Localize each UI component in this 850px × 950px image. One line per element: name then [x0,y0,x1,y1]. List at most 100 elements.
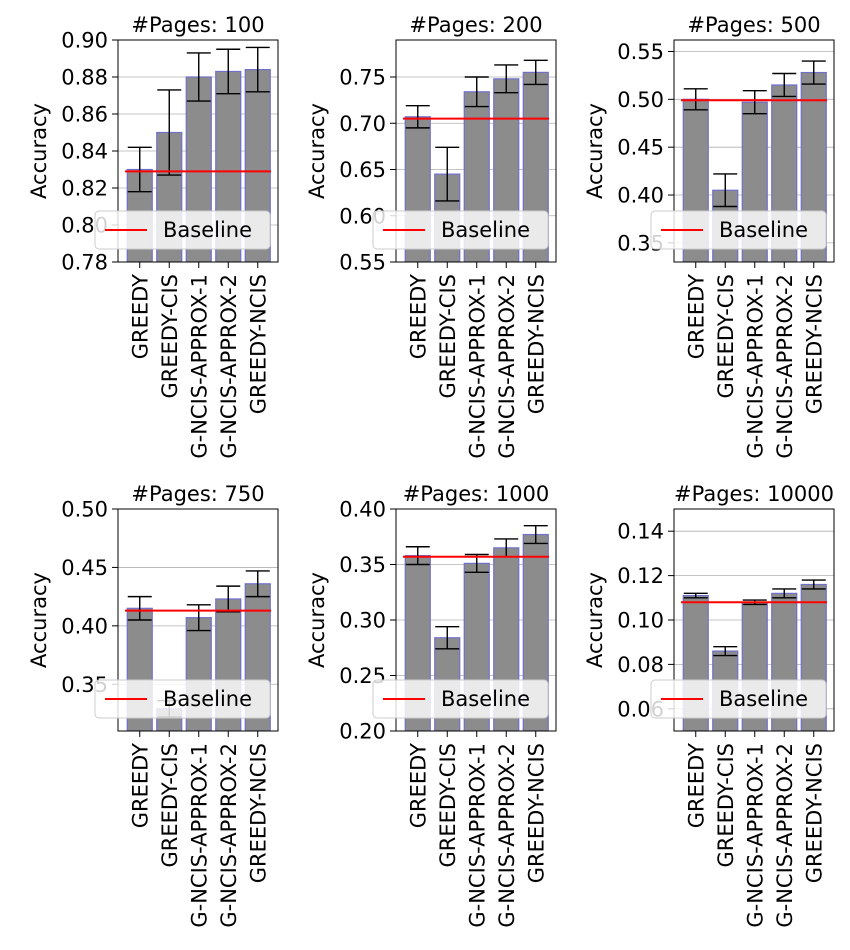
chart-title: #Pages: 1000 [403,482,550,506]
error-bar [186,52,211,102]
error-bar [216,48,241,95]
x-tick-label: G-NCIS-APPROX-2 [773,743,797,928]
axes-frame [395,39,557,263]
legend-label: Baseline [719,687,808,711]
axes-frame [117,508,279,732]
x-tick-label: GREEDY-NCIS [246,274,270,414]
y-tick-label: 0.75 [339,66,386,90]
x-tick-label: GREEDY-CIS [158,274,182,399]
x-tick-label: GREEDY-NCIS [524,743,548,883]
y-tick-label: 0.86 [61,103,108,127]
error-bar [216,585,241,613]
error-bar [245,46,270,93]
y-tick-label: 0.20 [339,720,386,744]
y-tick-label: 0.55 [617,40,664,64]
y-tick-label: 0.40 [61,614,108,638]
x-tick-label: GREEDY [406,743,430,828]
error-bar [713,645,738,657]
x-tick-label: GREEDY-NCIS [246,743,270,883]
y-axis-label: Accuracy [583,103,607,199]
legend-label: Baseline [163,218,252,242]
legend: Baseline [372,679,549,719]
y-tick-label: 0.40 [339,498,386,522]
error-bar [127,595,152,621]
error-bar [127,146,152,193]
x-tick-label: GREEDY-CIS [714,274,738,399]
error-bar [801,60,826,85]
error-bar [523,524,548,545]
y-tick-label: 0.45 [617,136,664,160]
x-tick-label: G-NCIS-APPROX-2 [217,274,241,459]
chart-title: #Pages: 100 [131,13,264,37]
error-bar [435,146,460,202]
y-axis-label: Accuracy [583,572,607,668]
chart-title: #Pages: 750 [131,482,264,506]
x-tick-label: GREEDY [128,743,152,828]
x-tick-label: GREEDY-NCIS [802,274,826,414]
y-tick-label: 0.70 [339,112,386,136]
legend: Baseline [650,679,827,719]
chart-title: #Pages: 10000 [674,482,834,506]
y-axis-label: Accuracy [305,572,329,668]
error-bar [186,604,211,632]
y-tick-label: 0.14 [617,520,664,544]
y-tick-label: 0.50 [617,88,664,112]
y-tick-label: 0.35 [339,553,386,577]
y-axis-label: Accuracy [27,103,51,199]
x-tick-label: GREEDY-CIS [158,743,182,868]
legend: Baseline [94,210,271,250]
x-tick-label: G-NCIS-APPROX-1 [743,743,767,928]
legend: Baseline [94,679,271,719]
y-tick-label: 0.40 [617,184,664,208]
y-tick-label: 0.08 [617,653,664,677]
error-bar [405,546,430,566]
x-tick-label: G-NCIS-APPROX-2 [217,743,241,928]
error-bar [523,59,548,86]
x-tick-label: G-NCIS-APPROX-1 [187,743,211,928]
x-tick-label: GREEDY-NCIS [802,743,826,883]
x-tick-label: G-NCIS-APPROX-2 [495,274,519,459]
y-tick-label: 0.88 [61,66,108,90]
y-tick-label: 0.55 [339,251,386,275]
y-tick-label: 0.84 [61,140,108,164]
x-tick-label: GREEDY [684,743,708,828]
x-tick-label: G-NCIS-APPROX-1 [743,274,767,459]
chart-title: #Pages: 500 [687,13,820,37]
x-tick-label: GREEDY-NCIS [524,274,548,414]
y-axis-label: Accuracy [27,572,51,668]
legend: Baseline [372,210,549,250]
error-bar [464,76,489,108]
x-tick-label: GREEDY-CIS [436,743,460,868]
x-tick-label: G-NCIS-APPROX-1 [465,743,489,928]
y-tick-label: 0.82 [61,177,108,201]
y-tick-label: 0.78 [61,251,108,275]
error-bar [801,579,826,590]
y-tick-label: 0.45 [61,556,108,580]
y-tick-label: 0.30 [339,609,386,633]
error-bar [772,588,797,599]
legend-label: Baseline [163,687,252,711]
chart-title: #Pages: 200 [409,13,542,37]
x-tick-label: G-NCIS-APPROX-2 [495,743,519,928]
error-bar [405,104,430,129]
x-tick-label: GREEDY-CIS [714,743,738,868]
x-tick-label: GREEDY-CIS [436,274,460,399]
error-bar [494,64,519,94]
axes-frame [673,39,835,263]
y-tick-label: 0.90 [61,29,108,53]
error-bar [435,625,460,650]
x-tick-label: G-NCIS-APPROX-1 [187,274,211,459]
error-bar [683,592,708,599]
x-tick-label: G-NCIS-APPROX-2 [773,274,797,459]
legend-label: Baseline [441,687,530,711]
error-bar [157,89,182,176]
error-bar [713,173,738,208]
x-tick-label: G-NCIS-APPROX-1 [465,274,489,459]
